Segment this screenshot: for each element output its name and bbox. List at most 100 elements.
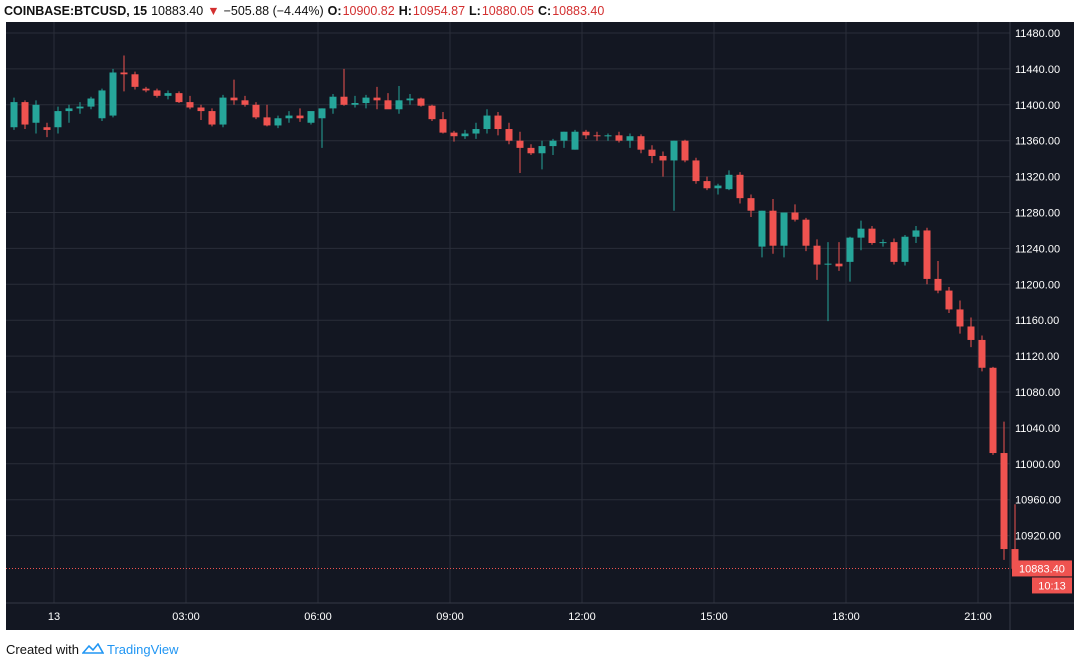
price-tick-label: 11200.00 bbox=[1015, 279, 1060, 291]
last-price: 10883.40 bbox=[151, 4, 204, 18]
candle bbox=[571, 129, 579, 150]
candle-body bbox=[615, 135, 623, 141]
candle bbox=[846, 236, 854, 282]
down-arrow-icon: ▼ bbox=[207, 4, 220, 18]
candle-body bbox=[901, 236, 909, 262]
candle-body bbox=[648, 149, 656, 156]
candle bbox=[824, 242, 832, 322]
candle bbox=[549, 138, 557, 156]
candle bbox=[395, 85, 403, 114]
candle-body bbox=[945, 290, 953, 310]
candle bbox=[714, 183, 722, 195]
candle-body bbox=[604, 135, 612, 137]
candle bbox=[516, 131, 524, 174]
candle bbox=[65, 104, 73, 123]
time-tick-label: 21:00 bbox=[964, 611, 992, 623]
time-axis[interactable]: 13 03:00 06:00 09:00 12:00 15:00 18:00 21:00 bbox=[48, 611, 992, 623]
candle-body bbox=[208, 111, 216, 125]
chart-area[interactable]: 11480.00 11440.00 11400.00 11360.00 11320.00… bbox=[6, 22, 1074, 630]
candle bbox=[230, 79, 238, 105]
candle-body bbox=[450, 132, 458, 137]
candle-body bbox=[417, 98, 425, 106]
candle-body bbox=[307, 111, 315, 123]
open-value: 10900.82 bbox=[342, 4, 395, 18]
candle-body bbox=[98, 90, 106, 119]
price-tick-label: 11160.00 bbox=[1015, 315, 1059, 327]
candle-body bbox=[362, 97, 370, 104]
candle bbox=[417, 97, 425, 107]
candle bbox=[868, 225, 876, 245]
candle bbox=[153, 88, 161, 98]
candle bbox=[901, 234, 909, 266]
price-axis[interactable]: 11480.00 11440.00 11400.00 11360.00 11320.00… bbox=[1015, 28, 1061, 543]
candle-body bbox=[32, 104, 40, 123]
candle-body bbox=[923, 230, 931, 279]
candle-body bbox=[791, 212, 799, 220]
price-tick-label: 11360.00 bbox=[1015, 136, 1060, 148]
candle-body bbox=[857, 228, 865, 238]
candle-body bbox=[626, 136, 634, 141]
footer: Created with TradingView bbox=[6, 640, 179, 658]
candle-body bbox=[989, 367, 997, 454]
candle-body bbox=[285, 115, 293, 119]
candle-body bbox=[802, 219, 810, 246]
candle bbox=[54, 106, 62, 134]
candle bbox=[21, 100, 29, 130]
price-tick-label: 10920.00 bbox=[1015, 531, 1061, 543]
chart-background bbox=[6, 22, 1074, 630]
candle bbox=[461, 129, 469, 139]
candle-body bbox=[318, 108, 326, 119]
candle bbox=[626, 133, 634, 148]
created-with-label: Created with bbox=[6, 641, 79, 657]
candle bbox=[384, 93, 392, 110]
candle-body bbox=[890, 242, 898, 262]
candle-body bbox=[769, 210, 777, 246]
candlestick-chart[interactable]: 11480.00 11440.00 11400.00 11360.00 11320.00… bbox=[6, 22, 1074, 630]
candle bbox=[274, 115, 282, 129]
candle-body bbox=[351, 103, 359, 105]
candle-body bbox=[175, 93, 183, 103]
price-tick-label: 11400.00 bbox=[1015, 100, 1060, 112]
low-label: L: bbox=[469, 4, 481, 18]
candle bbox=[791, 204, 799, 222]
tradingview-link[interactable]: TradingView bbox=[81, 641, 179, 657]
candle bbox=[747, 194, 755, 217]
candle-body bbox=[692, 160, 700, 182]
candle bbox=[296, 108, 304, 122]
candle bbox=[439, 111, 447, 134]
candles bbox=[10, 55, 1019, 572]
candle-body bbox=[21, 102, 29, 125]
candle bbox=[758, 210, 766, 258]
candle bbox=[142, 86, 150, 93]
candle bbox=[76, 102, 84, 114]
candle-body bbox=[736, 174, 744, 199]
candle-body bbox=[10, 102, 18, 128]
candle bbox=[131, 71, 139, 90]
candle-body bbox=[593, 135, 601, 137]
candle-body bbox=[373, 97, 381, 101]
candle bbox=[769, 199, 777, 254]
candle bbox=[98, 88, 106, 121]
candle-body bbox=[703, 181, 711, 189]
candle bbox=[10, 97, 18, 130]
candle-body bbox=[571, 131, 579, 150]
candle bbox=[659, 151, 667, 177]
candle-body bbox=[934, 278, 942, 291]
tradingview-brand: TradingView bbox=[106, 641, 179, 657]
candle bbox=[318, 108, 326, 148]
candle bbox=[87, 96, 95, 110]
price-tag-box bbox=[1012, 560, 1072, 577]
candle-body bbox=[780, 212, 788, 246]
candle-body bbox=[538, 146, 546, 154]
candle bbox=[527, 144, 535, 156]
candle bbox=[692, 157, 700, 184]
candle bbox=[934, 260, 942, 294]
candle-body bbox=[263, 117, 271, 126]
candle-body bbox=[439, 119, 447, 133]
candle-body bbox=[472, 129, 480, 134]
candle-body bbox=[681, 140, 689, 161]
open-label: O: bbox=[327, 4, 342, 18]
candle bbox=[351, 95, 359, 108]
candle bbox=[340, 68, 348, 106]
candle bbox=[736, 172, 744, 204]
